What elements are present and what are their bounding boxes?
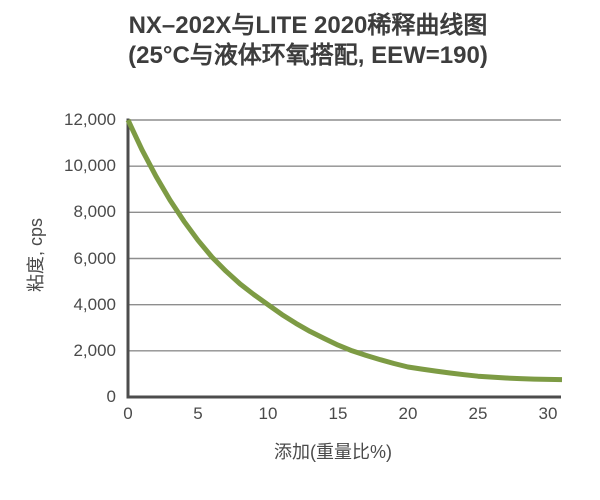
- x-tick-label: 0: [123, 404, 133, 423]
- x-tick-label: 15: [328, 404, 348, 423]
- y-tick-label: 6,000: [73, 248, 116, 268]
- x-tick-label: 5: [193, 404, 203, 423]
- y-tick-label: 12,000: [64, 110, 116, 129]
- y-tick-label: 4,000: [73, 294, 116, 314]
- y-tick-label: 10,000: [64, 156, 116, 176]
- x-tick-label: 20: [398, 404, 418, 423]
- y-tick-label: 8,000: [73, 202, 116, 222]
- x-tick-label: 25: [468, 404, 488, 423]
- y-tick-label: 0: [106, 387, 116, 406]
- y-tick-label: 2,000: [73, 340, 116, 360]
- dilution-curve: [125, 118, 563, 383]
- chart-title: NX–202X与LITE 2020稀释曲线图 (25°C与液体环氧搭配, EEW…: [8, 11, 600, 71]
- chart-title-line2: (25°C与液体环氧搭配, EEW=190): [128, 42, 488, 69]
- x-tick-label: 10: [258, 404, 278, 423]
- chart-title-line1: NX–202X与LITE 2020稀释曲线图: [128, 12, 488, 39]
- x-tick-label: 30: [538, 404, 558, 423]
- x-axis-title: 添加(重量比%): [274, 442, 392, 462]
